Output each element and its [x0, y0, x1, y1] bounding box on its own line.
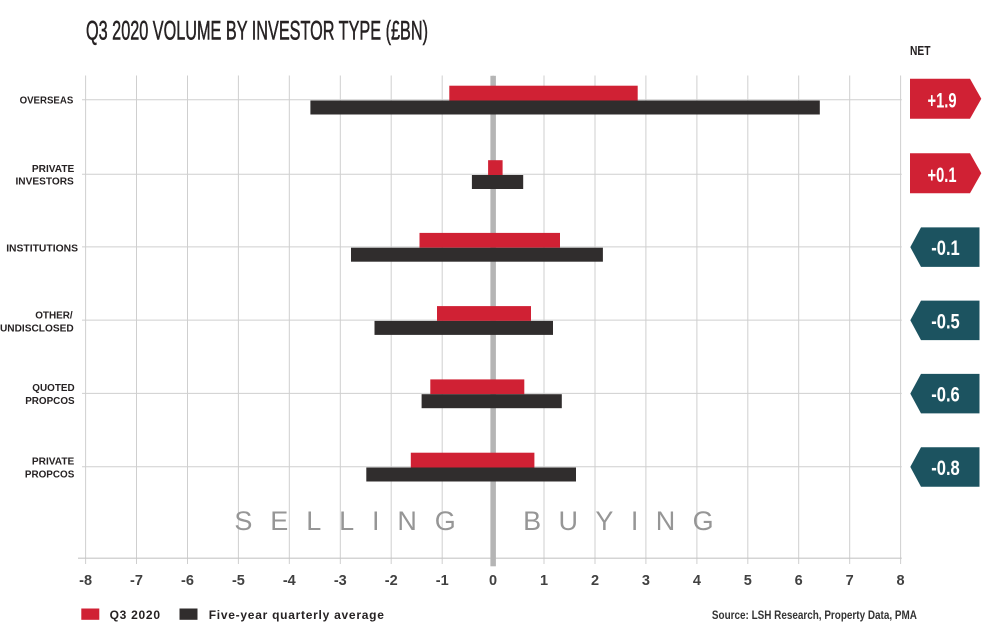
- svg-text:0: 0: [489, 573, 497, 589]
- svg-text:NET: NET: [910, 44, 931, 58]
- svg-text:-0.5: -0.5: [931, 310, 960, 333]
- svg-text:-8: -8: [79, 573, 92, 589]
- svg-text:8: 8: [897, 573, 905, 589]
- svg-text:7: 7: [846, 573, 854, 589]
- svg-text:-0.1: -0.1: [931, 237, 960, 260]
- svg-text:Q3 2020 VOLUME BY INVESTOR TYP: Q3 2020 VOLUME BY INVESTOR TYPE (£BN): [86, 16, 428, 46]
- svg-text:-7: -7: [130, 573, 143, 589]
- svg-text:Q3 2020: Q3 2020: [110, 608, 161, 622]
- svg-text:2: 2: [591, 573, 599, 589]
- svg-text:PROPCOS: PROPCOS: [25, 395, 74, 407]
- svg-text:3: 3: [642, 573, 650, 589]
- svg-text:+1.9: +1.9: [928, 90, 957, 113]
- svg-text:PROPCOS: PROPCOS: [25, 468, 74, 480]
- svg-text:-0.6: -0.6: [931, 384, 960, 407]
- svg-text:+0.1: +0.1: [928, 164, 957, 187]
- svg-text:INVESTORS: INVESTORS: [16, 176, 74, 188]
- svg-text:4: 4: [693, 573, 701, 589]
- svg-text:PRIVATE: PRIVATE: [32, 455, 74, 467]
- svg-text:OTHER/: OTHER/: [35, 310, 73, 322]
- svg-text:UNDISCLOSED: UNDISCLOSED: [0, 322, 74, 334]
- svg-text:QUOTED: QUOTED: [32, 382, 75, 394]
- svg-text:5: 5: [744, 573, 752, 589]
- svg-text:OVERSEAS: OVERSEAS: [20, 94, 74, 106]
- svg-text:Five-year quarterly average: Five-year quarterly average: [209, 608, 385, 622]
- svg-text:-1: -1: [436, 573, 449, 589]
- svg-text:INSTITUTIONS: INSTITUTIONS: [6, 242, 78, 254]
- svg-text:-2: -2: [385, 573, 398, 589]
- svg-text:-0.8: -0.8: [931, 457, 960, 480]
- svg-text:Source: LSH Research, Property: Source: LSH Research, Property Data, PMA: [712, 608, 917, 622]
- svg-text:-4: -4: [283, 573, 296, 589]
- svg-text:PRIVATE: PRIVATE: [32, 163, 74, 175]
- svg-text:-5: -5: [232, 573, 245, 589]
- svg-text:1: 1: [540, 573, 548, 589]
- svg-text:6: 6: [795, 573, 803, 589]
- svg-text:-6: -6: [181, 573, 194, 589]
- svg-text:-3: -3: [334, 573, 347, 589]
